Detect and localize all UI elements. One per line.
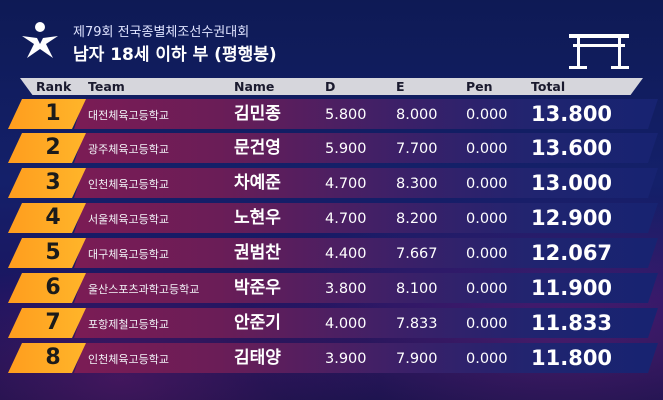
team-name: 인천체육고등학교 — [88, 178, 169, 191]
athlete-name: 김민종 — [234, 104, 281, 124]
total-score: 11.900 — [531, 276, 613, 300]
penalty-score: 0.000 — [466, 351, 508, 367]
d-score: 5.800 — [325, 107, 367, 123]
rank-number: 8 — [45, 345, 61, 370]
d-score: 4.400 — [325, 246, 367, 262]
rank-badge — [8, 308, 86, 338]
table-row: 6 울산스포츠과학고등학교 박준우 3.800 8.100 0.000 11.900 — [8, 273, 658, 303]
rank-number: 4 — [45, 205, 61, 230]
column-header-team: Team — [88, 79, 125, 94]
table-row: 1 대전체육고등학교 김민종 5.800 8.000 0.000 13.800 — [8, 99, 658, 129]
d-score: 4.000 — [325, 316, 367, 332]
e-score: 7.700 — [396, 141, 438, 157]
column-header-e: E — [396, 79, 405, 94]
e-score: 8.000 — [396, 107, 438, 123]
athlete-name: 권범찬 — [234, 243, 281, 263]
e-score: 7.900 — [396, 351, 438, 367]
row-band — [74, 273, 658, 303]
column-header-bar — [20, 78, 643, 95]
total-score: 13.800 — [531, 102, 613, 126]
d-score: 4.700 — [325, 211, 367, 227]
team-name: 울산스포츠과학고등학교 — [88, 283, 200, 296]
total-score: 12.067 — [531, 241, 613, 265]
rank-number: 5 — [45, 240, 61, 265]
table-row: 5 대구체육고등학교 권범찬 4.400 7.667 0.000 12.067 — [8, 238, 658, 268]
team-name: 대구체육고등학교 — [88, 248, 169, 261]
penalty-score: 0.000 — [466, 141, 508, 157]
athlete-name: 안준기 — [234, 313, 281, 333]
penalty-score: 0.000 — [466, 176, 508, 192]
total-score: 13.000 — [531, 171, 613, 195]
row-band — [74, 308, 658, 338]
total-score: 12.900 — [531, 206, 613, 230]
row-band — [74, 168, 658, 198]
athlete-name: 김태양 — [234, 348, 281, 368]
column-header-pen: Pen — [466, 79, 493, 94]
rank-badge — [8, 343, 86, 373]
total-score: 13.600 — [531, 136, 613, 160]
row-band — [74, 238, 658, 268]
d-score: 5.900 — [325, 141, 367, 157]
rank-badge — [8, 238, 86, 268]
team-name: 인천체육고등학교 — [88, 353, 169, 366]
rank-badge — [8, 133, 86, 163]
d-score: 3.800 — [325, 281, 367, 297]
rank-number: 2 — [45, 135, 61, 160]
total-score: 11.800 — [531, 346, 613, 370]
row-band — [74, 133, 658, 163]
rank-number: 6 — [45, 275, 61, 300]
e-score: 7.667 — [396, 246, 438, 262]
rank-badge — [8, 273, 86, 303]
rank-number: 1 — [45, 101, 61, 126]
table-row: 2 광주체육고등학교 문건영 5.900 7.700 0.000 13.600 — [8, 133, 658, 163]
team-name: 포항제철고등학교 — [88, 318, 169, 331]
column-header-total: Total — [531, 79, 566, 94]
penalty-score: 0.000 — [466, 107, 508, 123]
e-score: 8.300 — [396, 176, 438, 192]
total-score: 11.833 — [531, 311, 613, 335]
d-score: 3.900 — [325, 351, 367, 367]
athlete-name: 문건영 — [234, 138, 281, 158]
gymnast-logo-icon — [22, 22, 58, 58]
team-name: 대전체육고등학교 — [88, 109, 169, 122]
rank-badge — [8, 168, 86, 198]
rank-number: 3 — [45, 170, 61, 195]
column-header-rank: Rank — [36, 79, 72, 94]
rank-badge — [8, 203, 86, 233]
table-row: 4 서울체육고등학교 노현우 4.700 8.200 0.000 12.900 — [8, 203, 658, 233]
table-row: 8 인천체육고등학교 김태양 3.900 7.900 0.000 11.800 — [8, 343, 658, 373]
event-subtitle: 제79회 전국종별체조선수권대회 — [73, 25, 250, 40]
column-header-d: D — [325, 79, 336, 94]
team-name: 광주체육고등학교 — [88, 143, 169, 156]
penalty-score: 0.000 — [466, 246, 508, 262]
athlete-name: 박준우 — [234, 278, 281, 298]
column-header-name: Name — [234, 79, 275, 94]
penalty-score: 0.000 — [466, 211, 508, 227]
table-row: 3 인천체육고등학교 차예준 4.700 8.300 0.000 13.000 — [8, 168, 658, 198]
e-score: 8.200 — [396, 211, 438, 227]
e-score: 8.100 — [396, 281, 438, 297]
rank-badge — [8, 99, 86, 129]
row-band — [74, 99, 658, 129]
penalty-score: 0.000 — [466, 281, 508, 297]
penalty-score: 0.000 — [466, 316, 508, 332]
parallel-bars-icon — [569, 34, 629, 69]
rank-number: 7 — [45, 310, 61, 335]
team-name: 서울체육고등학교 — [88, 213, 169, 226]
broadcast-header: 제79회 전국종별체조선수권대회 남자 18세 이하 부 (평행봉) — [0, 0, 663, 76]
event-title: 남자 18세 이하 부 (평행봉) — [73, 45, 277, 65]
e-score: 7.833 — [396, 316, 438, 332]
row-band — [74, 203, 658, 233]
athlete-name: 차예준 — [234, 173, 281, 193]
d-score: 4.700 — [325, 176, 367, 192]
athlete-name: 노현우 — [234, 208, 281, 228]
table-row: 7 포항제철고등학교 안준기 4.000 7.833 0.000 11.833 — [8, 308, 658, 338]
row-band — [74, 343, 658, 373]
